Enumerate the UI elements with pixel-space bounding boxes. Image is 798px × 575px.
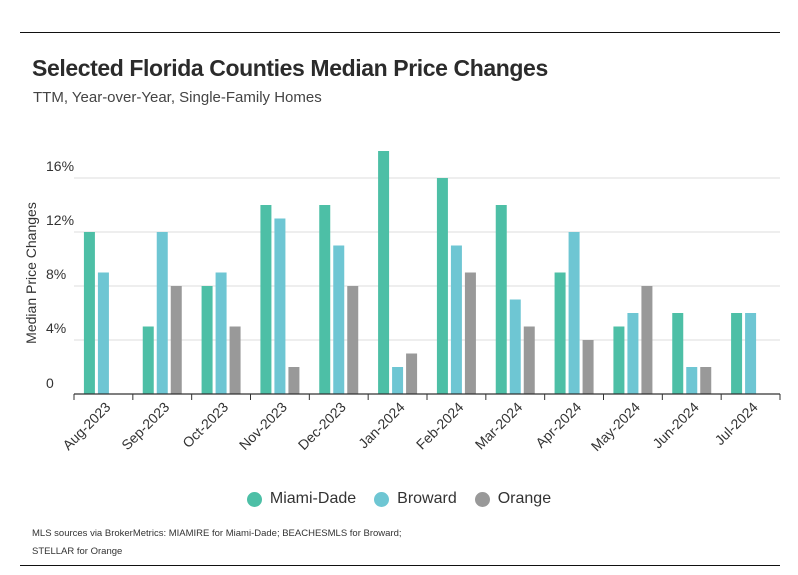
- bar-broward-jul-2024: [745, 313, 757, 394]
- y-tick-label-12: 12%: [46, 212, 74, 228]
- x-tick-label-feb-2024: Feb-2024: [413, 399, 467, 453]
- bar-miami-dade-jul-2024: [731, 313, 743, 394]
- legend: Miami-Dade Broward Orange: [0, 490, 798, 508]
- bar-miami-dade-oct-2023: [201, 286, 213, 394]
- legend-item-miami-dade: Miami-Dade: [246, 490, 357, 508]
- x-tick-label-jan-2024: Jan-2024: [355, 399, 408, 452]
- chart-subtitle: TTM, Year-over-Year, Single-Family Homes: [33, 89, 322, 106]
- legend-swatch-orange: [474, 491, 490, 507]
- legend-swatch-broward: [374, 491, 390, 507]
- bar-miami-dade-nov-2023: [260, 205, 272, 394]
- bar-orange-jan-2024: [406, 353, 418, 394]
- bar-broward-oct-2023: [215, 272, 227, 394]
- x-tick-label-apr-2024: Apr-2024: [532, 399, 584, 451]
- bar-orange-jun-2024: [700, 367, 712, 394]
- y-tick-label-8: 8%: [46, 266, 66, 282]
- source-note-line1: MLS sources via BrokerMetrics: MIAMIRE f…: [32, 528, 402, 539]
- bar-miami-dade-jan-2024: [378, 151, 390, 394]
- bar-orange-may-2024: [641, 286, 653, 394]
- x-tick-label-aug-2023: Aug-2023: [59, 399, 113, 453]
- y-tick-label-16: 16%: [46, 158, 74, 174]
- y-axis-label: Median Price Changes: [23, 202, 39, 344]
- y-tick-label-0: 0: [46, 375, 54, 391]
- x-tick-label-may-2024: May-2024: [588, 399, 643, 454]
- top-rule: [20, 32, 780, 33]
- legend-label-miami-dade: Miami-Dade: [269, 490, 357, 507]
- bar-orange-nov-2023: [288, 367, 300, 394]
- bar-broward-jun-2024: [686, 367, 698, 394]
- bar-orange-apr-2024: [582, 340, 594, 394]
- x-tick-label-oct-2023: Oct-2023: [179, 399, 231, 451]
- x-tick-label-jul-2024: Jul-2024: [711, 399, 760, 448]
- bar-broward-may-2024: [627, 313, 639, 394]
- legend-item-broward: Broward: [374, 490, 457, 508]
- legend-label-broward: Broward: [397, 490, 457, 507]
- bar-broward-mar-2024: [509, 299, 521, 394]
- x-tick-label-jun-2024: Jun-2024: [649, 399, 702, 452]
- bar-broward-feb-2024: [450, 245, 462, 394]
- bar-miami-dade-may-2024: [613, 326, 625, 394]
- legend-label-orange: Orange: [497, 490, 552, 507]
- bar-broward-jan-2024: [392, 367, 404, 394]
- bar-orange-oct-2023: [229, 326, 241, 394]
- bar-broward-sep-2023: [156, 232, 168, 394]
- bar-miami-dade-dec-2023: [319, 205, 331, 394]
- legend-item-orange: Orange: [474, 490, 552, 508]
- bar-broward-apr-2024: [568, 232, 580, 394]
- bar-miami-dade-aug-2023: [83, 232, 95, 394]
- y-axis-ticks: 0 4% 8% 12% 16%: [46, 158, 74, 391]
- bar-miami-dade-sep-2023: [142, 326, 154, 394]
- x-tick-label-nov-2023: Nov-2023: [236, 399, 290, 453]
- bars: [83, 151, 757, 394]
- gridlines: [74, 177, 780, 341]
- legend-swatch-miami-dade: [246, 491, 262, 507]
- x-tick-label-sep-2023: Sep-2023: [118, 399, 172, 453]
- bar-orange-dec-2023: [347, 286, 359, 394]
- x-axis: Aug-2023 Sep-2023 Oct-2023 Nov-2023 Dec-2023…: [59, 393, 781, 454]
- chart-title: Selected Florida Counties Median Price C…: [32, 55, 548, 81]
- bar-miami-dade-mar-2024: [495, 205, 507, 394]
- bar-orange-sep-2023: [170, 286, 182, 394]
- bar-miami-dade-feb-2024: [436, 178, 448, 394]
- bar-orange-feb-2024: [464, 272, 476, 394]
- bar-broward-aug-2023: [97, 272, 109, 394]
- source-note-line2: STELLAR for Orange: [32, 546, 123, 557]
- x-tick-label-mar-2024: Mar-2024: [472, 399, 526, 453]
- x-tick-label-dec-2023: Dec-2023: [295, 399, 349, 453]
- bottom-rule: [20, 565, 780, 566]
- bar-miami-dade-apr-2024: [554, 272, 566, 394]
- bar-broward-nov-2023: [274, 218, 286, 394]
- y-tick-label-4: 4%: [46, 320, 66, 336]
- bar-broward-dec-2023: [333, 245, 345, 394]
- bar-miami-dade-jun-2024: [672, 313, 684, 394]
- bar-orange-mar-2024: [523, 326, 535, 394]
